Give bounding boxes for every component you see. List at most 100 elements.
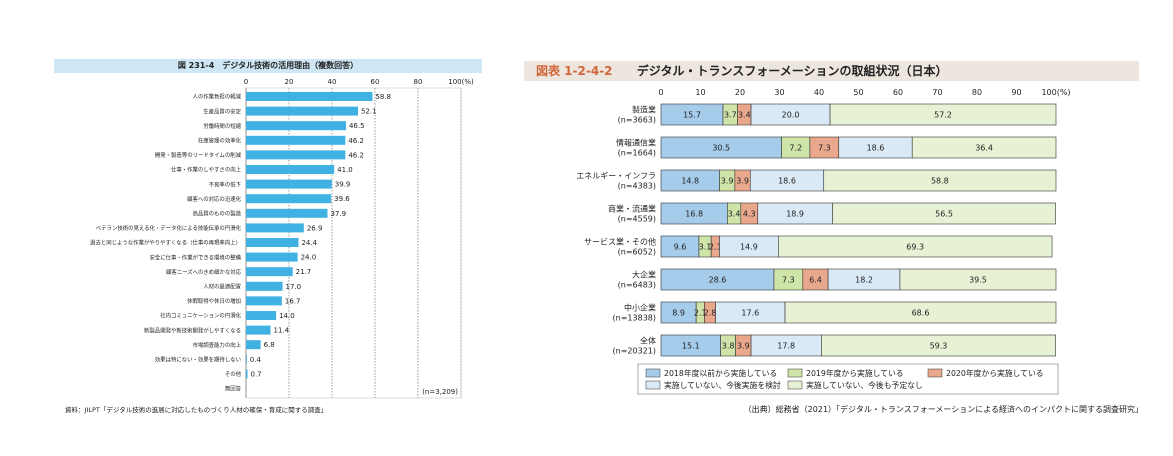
- right-category-n-label: (n=4383): [618, 182, 656, 191]
- right-bar-segment: [899, 268, 1057, 291]
- left-value-label: 14.0: [279, 312, 295, 320]
- right-x-tick-label: 20: [735, 88, 745, 97]
- left-x-tick-label: 20: [285, 78, 294, 86]
- right-segment-label: 68.6: [912, 309, 930, 318]
- right-category-label: 大企業: [632, 270, 656, 280]
- right-bar-segment: [784, 301, 1057, 324]
- right-segment-label: 7.3: [818, 144, 831, 153]
- right-category-label: サービス業・その他: [584, 237, 656, 247]
- right-category-label: 中小企業: [624, 303, 656, 313]
- left-category-label: ベテラン技術の見える化・データ化による技能伝承の円滑化: [96, 224, 242, 232]
- right-legend-swatch: [927, 368, 943, 378]
- right-segment-label: 15.1: [682, 342, 700, 351]
- right-category-n-label: (n=6052): [618, 248, 656, 257]
- right-title-bar: 図表 1-2-4-2 デジタル・トランスフォーメーションの取組状況（日本）: [524, 61, 1139, 81]
- right-segment-label: 4.3: [743, 210, 756, 219]
- right-segment-label: 3.9: [721, 177, 734, 186]
- left-chart-title: 図 231-4 デジタル技術の活用理由（複数回答）: [54, 59, 482, 73]
- left-value-label: 24.0: [301, 254, 317, 262]
- left-x-tick-label: 80: [414, 78, 423, 86]
- right-x-tick-label: 70: [932, 88, 942, 97]
- left-x-tick-label: 0: [244, 78, 248, 86]
- right-figure: 図表 1-2-4-2 デジタル・トランスフォーメーションの取組状況（日本） 0 1…: [520, 0, 1173, 456]
- left-value-label: 17.0: [286, 283, 302, 291]
- left-x-tick-label: 100(%): [448, 78, 474, 86]
- right-segment-label: 16.8: [685, 210, 703, 219]
- right-category-n-label: (n=4559): [618, 215, 656, 224]
- left-category-label: 新製品開発や新技術開発がしやすくなる: [144, 326, 241, 334]
- left-bar: [246, 92, 373, 101]
- right-segment-label: 3.7: [724, 111, 737, 120]
- right-legend-label: 2018年度以前から実施している: [664, 368, 777, 378]
- right-category-n-label: (n=1664): [618, 149, 656, 158]
- left-category-label: 生産品質の安定: [203, 107, 241, 115]
- right-segment-label: 17.6: [741, 309, 759, 318]
- right-segment-label: 18.6: [778, 177, 796, 186]
- left-bar: [246, 179, 332, 189]
- left-category-label: 市場調査能力の向上: [192, 341, 241, 349]
- left-bar: [246, 340, 261, 350]
- right-bar-segment: [911, 136, 1057, 159]
- left-bar: [246, 121, 346, 131]
- right-segment-label: 18.6: [867, 144, 885, 153]
- right-bar-segment: [823, 169, 1057, 192]
- right-x-tick-label: 100(%): [1041, 88, 1070, 97]
- left-figure: 図 231-4 デジタル技術の活用理由（複数回答） 0 20 40 60 80 100(%…: [0, 0, 520, 456]
- left-value-label: 39.6: [334, 195, 350, 203]
- left-category-label: 社内コミュニケーションの円滑化: [160, 312, 241, 320]
- left-category-label: 過去と同じような作業がやりやすくなる（仕事の再現率向上）: [90, 239, 241, 247]
- left-bar: [246, 194, 332, 204]
- right-legend-swatch: [645, 380, 661, 390]
- right-segment-label: 30.5: [712, 144, 730, 153]
- left-value-label: 6.8: [264, 341, 275, 349]
- right-segment-label: 2.1: [709, 243, 722, 252]
- right-legend-box: [637, 363, 1059, 395]
- right-segment-label: 7.3: [782, 276, 795, 285]
- left-value-label: 11.4: [274, 327, 290, 335]
- right-legend-swatch: [645, 368, 661, 378]
- right-stacked-bar-chart: 0 10 20 30 40 50 60 70 80 90 100(%) 製造業(n=3663) 15.7…: [576, 88, 1071, 395]
- left-category-label: 高品質のものの製造: [192, 210, 241, 218]
- left-x-tick-label: 40: [328, 78, 337, 86]
- left-value-label: 16.7: [285, 297, 301, 305]
- right-segment-label: 57.2: [934, 111, 952, 120]
- right-segment-label: 18.9: [786, 210, 804, 219]
- right-source-note: （出典）総務省（2021）「デジタル・トランスフォーメーションによる経済へのイン…: [743, 405, 1143, 414]
- right-segment-label: 28.6: [709, 276, 727, 285]
- left-bar-chart: 0 20 40 60 80 100(%) 人の作業負担の軽減 58.8 生産品質の安定 52.1 労…: [90, 78, 474, 399]
- left-bar: [246, 311, 277, 320]
- right-segment-label: 69.3: [906, 243, 924, 252]
- right-segment-label: 18.2: [855, 276, 873, 285]
- left-value-label: 0.7: [251, 370, 262, 378]
- right-segment-label: 17.8: [777, 342, 795, 351]
- left-bar: [246, 296, 282, 306]
- right-bar-segment: [821, 334, 1056, 357]
- left-bar: [246, 354, 247, 364]
- right-category-label: 製造業: [632, 105, 656, 115]
- left-category-label: 仕事・作業のしやすさの向上: [171, 166, 242, 174]
- right-category-label: 商業・流通業: [608, 204, 656, 214]
- left-category-label: 顧客への対応の迅速化: [187, 195, 242, 203]
- right-bar-segment: [832, 202, 1056, 225]
- left-value-label: 46.2: [348, 137, 364, 145]
- right-x-tick-label: 0: [658, 88, 663, 97]
- right-segment-label: 3.9: [736, 177, 749, 186]
- right-segment-label: 3.9: [737, 342, 750, 351]
- right-chart-title: デジタル・トランスフォーメーションの取組状況（日本）: [636, 64, 948, 78]
- right-segment-label: 39.5: [969, 276, 987, 285]
- right-x-tick-label: 10: [695, 88, 705, 97]
- right-x-tick-label: 90: [1011, 88, 1021, 97]
- left-bar: [246, 106, 359, 116]
- right-figure-tag: 図表 1-2-4-2: [536, 64, 613, 78]
- right-legend-label: 実施していない、今後も予定なし: [806, 380, 923, 390]
- right-segment-label: 3.4: [728, 210, 741, 219]
- left-value-label: 41.0: [337, 166, 353, 174]
- left-value-label: 21.7: [296, 268, 312, 276]
- left-category-label: 顧客ニーズへのきめ細かな対応: [166, 268, 242, 276]
- right-segment-label: 6.4: [809, 276, 822, 285]
- right-x-tick-label: 30: [774, 88, 784, 97]
- right-segment-label: 3.1: [699, 243, 712, 252]
- left-bar: [246, 238, 299, 247]
- left-value-label: 37.9: [330, 210, 346, 218]
- right-legend-label: 2020年度から実施している: [946, 368, 1044, 378]
